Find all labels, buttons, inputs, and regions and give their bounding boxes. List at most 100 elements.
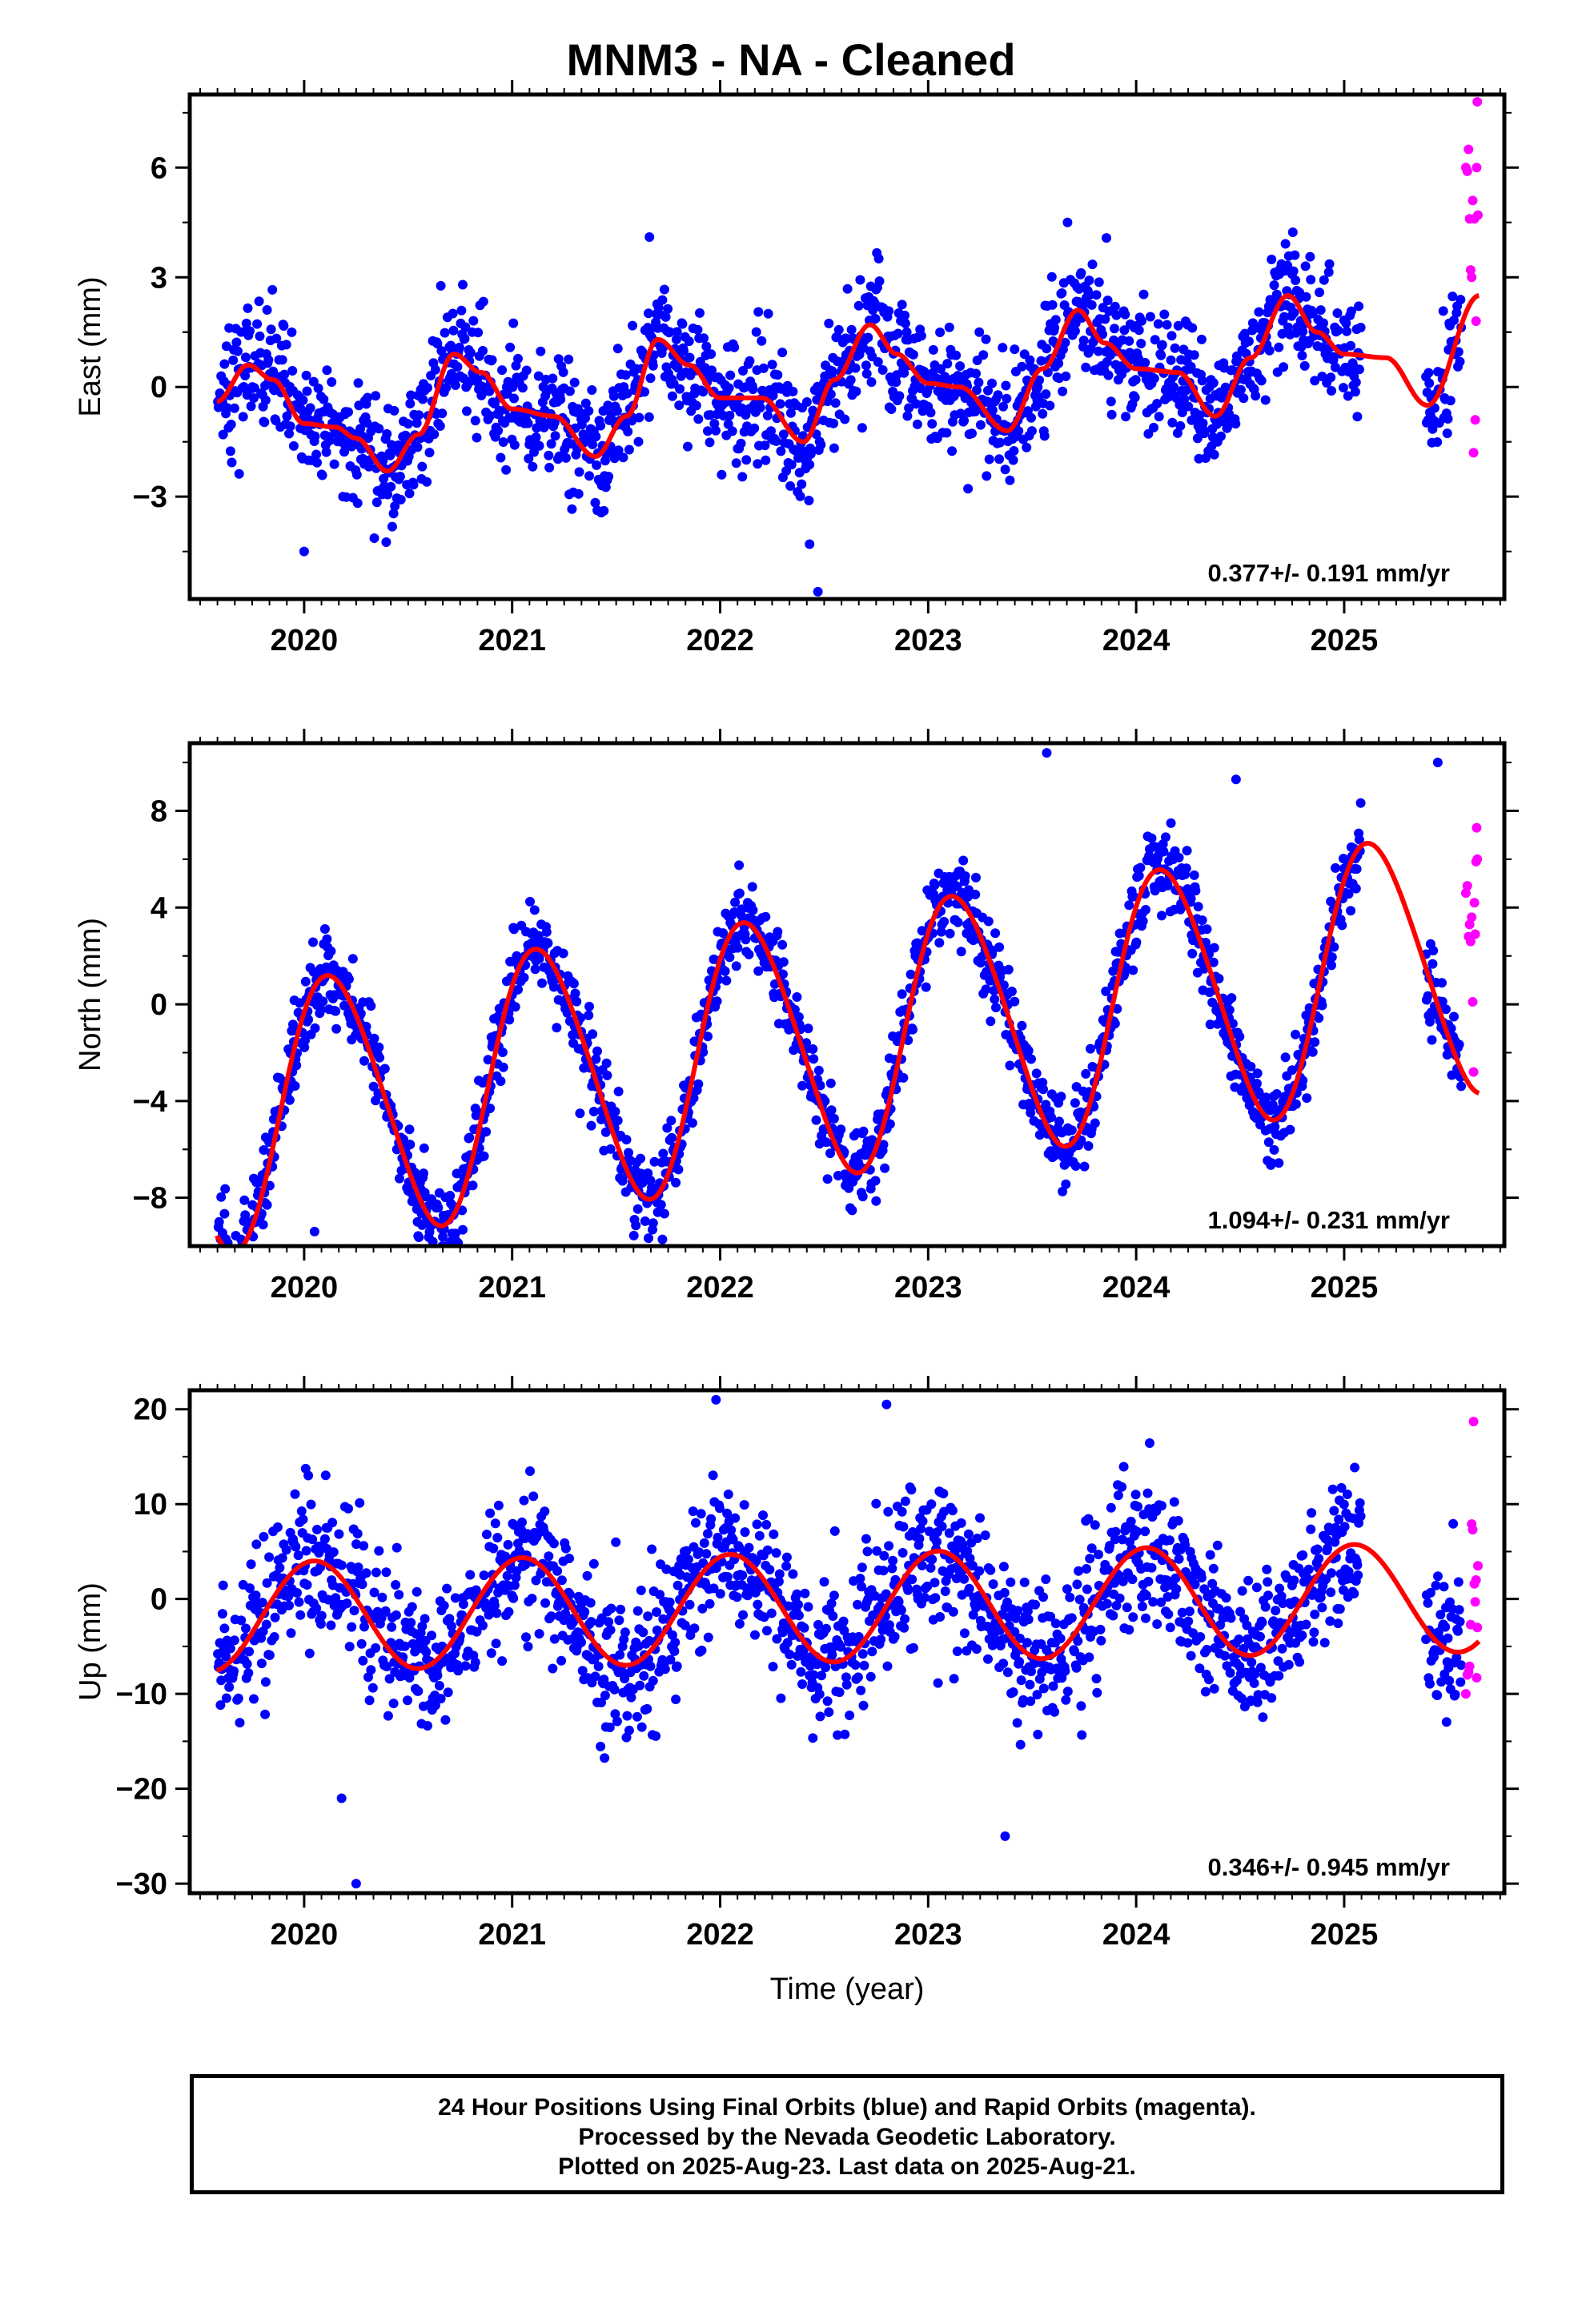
east-final-point (766, 426, 776, 436)
up-final-point (878, 1566, 889, 1576)
east-rapid-point (1472, 97, 1483, 107)
north-final-point (601, 1058, 612, 1068)
east-final-point (429, 429, 440, 440)
north-final-point (419, 1168, 428, 1179)
east-x-tick-label: 2024 (1102, 624, 1170, 657)
north-final-point (998, 980, 1009, 991)
east-final-point (978, 350, 989, 360)
up-final-point (344, 1642, 355, 1652)
north-x-tick-label: 2025 (1311, 1271, 1379, 1305)
north-final-point (1208, 957, 1219, 967)
east-final-point (947, 446, 958, 456)
up-final-point (600, 1753, 610, 1763)
east-final-point (1074, 298, 1085, 308)
up-final-point (872, 1546, 882, 1556)
north-final-point (687, 1118, 697, 1128)
north-final-point (1202, 924, 1212, 935)
east-final-point (383, 489, 393, 500)
east-final-point (567, 504, 577, 514)
up-final-point (753, 1599, 763, 1610)
east-final-point (899, 368, 909, 378)
north-final-point (303, 1015, 314, 1025)
up-final-point (257, 1598, 267, 1608)
up-final-point (751, 1556, 761, 1566)
up-final-point (371, 1642, 381, 1653)
up-final-point (225, 1643, 235, 1654)
north-final-point (734, 888, 745, 899)
east-final-point (505, 342, 516, 352)
north-final-point (952, 881, 962, 891)
east-final-point (758, 363, 769, 373)
up-final-point (492, 1608, 502, 1618)
east-final-point (775, 399, 785, 409)
up-final-point (384, 1674, 395, 1684)
east-y-tick-label: 3 (151, 261, 167, 295)
up-final-point (859, 1660, 869, 1671)
east-final-point (1094, 277, 1104, 287)
up-final-point (568, 1617, 578, 1627)
up-final-point (624, 1725, 634, 1735)
east-final-point (998, 401, 1009, 412)
up-final-point (800, 1588, 810, 1598)
north-final-point (226, 1278, 235, 1288)
up-final-point (819, 1577, 829, 1587)
east-final-point (322, 365, 332, 376)
east-final-point (1022, 442, 1032, 452)
east-final-point (241, 352, 251, 363)
north-final-point (712, 996, 722, 1007)
up-final-point (272, 1522, 283, 1532)
north-final-point (428, 1236, 438, 1246)
east-final-point (544, 462, 555, 472)
north-final-point (1354, 834, 1364, 845)
east-final-point (569, 377, 580, 388)
east-final-point (432, 339, 443, 349)
north-final-point (419, 1143, 429, 1153)
east-final-point (271, 333, 282, 344)
up-final-point (699, 1538, 709, 1548)
east-final-point (371, 391, 381, 401)
north-final-point (1181, 863, 1191, 874)
east-final-point (268, 366, 279, 376)
up-final-point (604, 1617, 614, 1627)
up-final-point (828, 1611, 838, 1621)
north-final-point (562, 1007, 572, 1018)
north-final-point (1174, 852, 1184, 862)
east-final-point (343, 407, 353, 417)
north-final-point (300, 1035, 310, 1046)
east-final-point (900, 310, 910, 320)
north-final-point (519, 972, 529, 983)
east-final-point (1002, 393, 1012, 404)
up-final-point (732, 1592, 742, 1602)
north-final-point (1329, 942, 1339, 952)
east-final-point (430, 364, 440, 375)
east-final-point (1166, 331, 1177, 341)
north-final-point (232, 1248, 242, 1257)
east-final-point (1045, 400, 1055, 411)
east-final-point (1208, 378, 1219, 388)
up-final-point (796, 1667, 806, 1677)
east-final-point (229, 403, 239, 413)
east-final-point (908, 349, 918, 360)
east-final-point (1137, 316, 1146, 326)
north-final-point (483, 1055, 493, 1065)
east-final-point (498, 437, 508, 447)
up-final-point (290, 1489, 300, 1499)
north-final-point (1128, 965, 1138, 975)
east-final-point (1156, 350, 1166, 360)
north-final-point (960, 871, 970, 881)
up-final-point (697, 1603, 708, 1614)
east-final-point (287, 327, 297, 337)
east-final-point (1026, 426, 1037, 436)
east-final-point (1442, 428, 1452, 439)
up-final-point (472, 1626, 482, 1637)
north-final-point (777, 969, 788, 979)
east-final-point (959, 416, 970, 426)
up-final-point (359, 1622, 369, 1632)
east-final-point (590, 497, 600, 508)
east-final-point (523, 418, 533, 428)
north-final-point (1186, 894, 1196, 904)
east-final-point (1100, 314, 1110, 324)
up-final-point (320, 1470, 331, 1481)
north-final-point (369, 1033, 379, 1043)
north-final-point (1038, 1084, 1048, 1095)
